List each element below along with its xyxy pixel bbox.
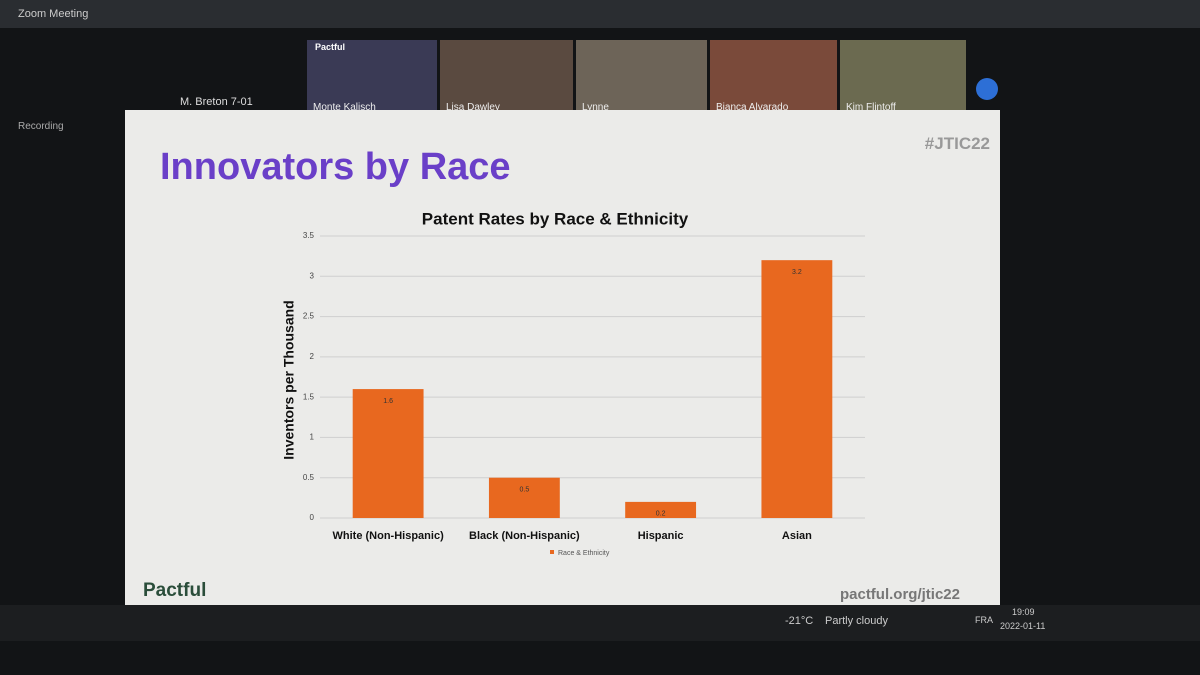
video-tile: Lisa Dawley (440, 40, 573, 116)
x-tick-label: Hispanic (638, 530, 684, 542)
temperature: -21°C (785, 615, 814, 627)
bar (625, 501, 697, 518)
x-tick-label: Asian (782, 530, 812, 542)
legend-label: Race & Ethnicity (558, 550, 610, 557)
y-tick-label: 3.5 (303, 231, 315, 240)
chart-title: Patent Rates by Race & Ethnicity (422, 209, 689, 228)
title-bar: Zoom Meeting (0, 0, 1200, 28)
next-button[interactable] (976, 78, 998, 100)
value-label: 3.2 (792, 269, 802, 276)
bar (488, 477, 560, 518)
weather: Partly cloudy (825, 615, 888, 627)
slide-url: pactful.org/jtic22 (839, 586, 960, 603)
legend-swatch (550, 550, 554, 554)
video-tile: Kim Flintoff (840, 40, 966, 116)
participant-name: M. Breton 7-01 (180, 96, 253, 108)
y-tick-label: 0 (310, 513, 315, 522)
y-tick-label: 1.5 (303, 392, 315, 401)
hashtag: #JTIC22 (924, 134, 990, 153)
y-tick-label: 1 (310, 433, 315, 442)
y-tick-label: 0.5 (303, 473, 315, 482)
bar (352, 389, 424, 518)
participant-name: Monte Kalisch (313, 102, 376, 113)
x-tick-label: Black (Non-Hispanic) (469, 530, 580, 542)
value-label: 1.6 (383, 398, 393, 405)
chart: Patent Rates by Race & Ethnicity Invento… (281, 209, 865, 557)
y-tick-label: 2 (310, 352, 315, 361)
slide: Innovators by Race #JTIC22 Pactful pactf… (125, 110, 1000, 605)
y-tick-label: 2.5 (303, 312, 315, 321)
value-label: 0.5 (520, 487, 530, 494)
window-title: Zoom Meeting (18, 8, 89, 20)
y-axis-label: Inventors per Thousand (281, 300, 297, 459)
value-label: 0.2 (656, 511, 666, 518)
tile-badge: Pactful (315, 42, 346, 52)
video-tile: Pactful Monte Kalisch (307, 40, 437, 116)
video-tile: Bianca Alvarado (710, 40, 837, 116)
slide-title: Innovators by Race (160, 146, 511, 188)
participant-name: Kim Flintoff (846, 102, 896, 113)
logo: Pactful (143, 580, 207, 601)
recording-label: Recording (18, 121, 64, 132)
y-tick-label: 3 (310, 271, 315, 280)
taskbar: -21°C Partly cloudy FRA 19:09 2022-01-11 (0, 605, 1200, 641)
x-tick-label: White (Non-Hispanic) (333, 530, 445, 542)
participant-name: Lisa Dawley (446, 102, 500, 113)
clock-date: 2022-01-11 (1000, 621, 1046, 631)
video-tile: Lynne (576, 40, 707, 116)
language: FRA (975, 615, 993, 625)
bar (761, 260, 833, 518)
participant-name: Bianca Alvarado (716, 102, 789, 113)
participant-name: Lynne (582, 102, 609, 113)
clock-time: 19:09 (1012, 607, 1035, 617)
